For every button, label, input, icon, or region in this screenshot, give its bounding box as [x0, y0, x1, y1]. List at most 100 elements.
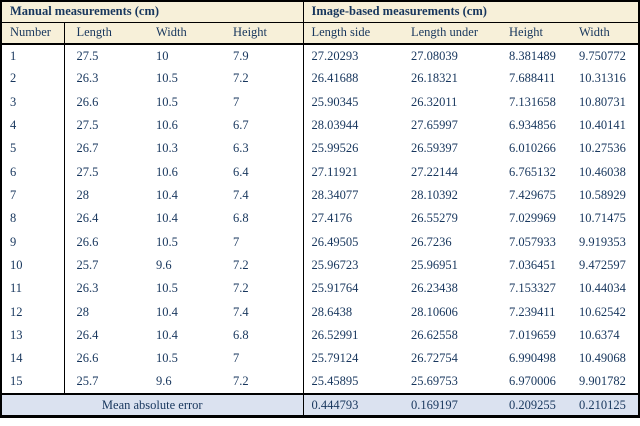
table-cell: 25.96723 [302, 253, 403, 278]
table-cell: 10 [10, 258, 23, 273]
table-cell: 26.72754 [411, 351, 458, 366]
table-cell: 27.20293 [302, 44, 403, 68]
table-cell: 10.6 [156, 164, 178, 179]
table-cell: 26.3 [63, 277, 144, 301]
table-cell: 7.2 [233, 374, 249, 389]
table-cell: 7.029969 [509, 211, 556, 226]
table-cell: 10.5 [156, 94, 178, 109]
table-body: 1 27.5 10 7.9 27.20293 27.08039 8.381489 9.7507… [1, 44, 639, 394]
table-cell: 6.7 [233, 118, 249, 133]
table-cell: 26.3 [63, 67, 144, 91]
table-cell: 28 [63, 183, 144, 208]
table-cell: 7.4 [233, 304, 249, 319]
table-cell: 9.6 [156, 258, 172, 273]
table-row: 11 26.3 10.5 7.2 25.91764 26.23438 7.153327 10.… [1, 277, 639, 301]
table-cell: 26.6 [63, 230, 144, 254]
table-cell: 13 [10, 328, 23, 343]
table-cell: 7 [233, 351, 240, 366]
column-header-length-side: Length side [302, 22, 403, 45]
table-cell: 6.990498 [509, 351, 556, 366]
table-cell: 10.5 [156, 234, 178, 249]
table-cell: 6.970006 [509, 374, 556, 389]
table-cell: 10.4 [156, 304, 178, 319]
table-cell: 8.381489 [509, 48, 556, 63]
table-cell: 27.5 [63, 113, 144, 138]
column-header-width: Width [144, 22, 221, 45]
table-cell: 26.32011 [411, 94, 458, 109]
table-cell: 9.750772 [579, 48, 626, 63]
table-cell: 10.5 [156, 281, 178, 296]
table-cell: 28.10392 [411, 188, 458, 203]
mae-value-height: 0.209255 [501, 392, 571, 417]
table-cell: 27.08039 [411, 48, 458, 63]
table-cell: 12 [10, 304, 23, 319]
table-cell: 3 [10, 94, 17, 109]
table-cell: 7.688411 [509, 71, 556, 86]
table-cell: 5 [10, 141, 17, 156]
table-cell: 7.153327 [509, 281, 556, 296]
table-cell: 26.59397 [411, 141, 458, 156]
table-row: 13 26.4 10.4 6.8 26.52991 26.62558 7.019659 10.… [1, 323, 639, 348]
column-header-image-width: Width [571, 22, 639, 45]
table-cell: 27.65997 [411, 118, 458, 133]
table-cell: 27.5 [63, 44, 144, 68]
table-cell: 9.901782 [579, 374, 626, 389]
table-cell: 10.6374 [579, 328, 620, 343]
table-row: 10 25.7 9.6 7.2 25.96723 25.96951 7.036451 9.47… [1, 253, 639, 278]
table-cell: 10.4 [156, 328, 178, 343]
table-cell: 9.919353 [579, 234, 626, 249]
table-row: 14 26.6 10.5 7 25.79124 26.72754 6.990498 10.49… [1, 347, 639, 371]
table-cell: 6.765132 [509, 164, 556, 179]
table-cell: 7.239411 [509, 304, 556, 319]
table-cell: 10.5 [156, 71, 178, 86]
table-cell: 26.55279 [411, 211, 458, 226]
table-cell: 26.7236 [411, 234, 452, 249]
table-row: 2 26.3 10.5 7.2 26.41688 26.18321 7.688411 10.3… [1, 67, 639, 91]
table-row: 5 26.7 10.3 6.3 25.99526 26.59397 6.010266 10.2… [1, 137, 639, 161]
column-header-image-height: Height [501, 22, 571, 45]
table-cell: 26.41688 [302, 67, 403, 91]
table-cell: 7.036451 [509, 258, 556, 273]
table-cell: 10.44034 [579, 281, 626, 296]
table-cell: 7.2 [233, 281, 249, 296]
table-cell: 28.03944 [302, 113, 403, 138]
table-cell: 28.10606 [411, 304, 458, 319]
table-cell: 8 [10, 211, 17, 226]
table-cell: 7.057933 [509, 234, 556, 249]
table-cell: 26.49505 [302, 230, 403, 254]
table-cell: 26.4 [63, 323, 144, 348]
table-cell: 10.5 [156, 351, 178, 366]
table-cell: 9 [10, 234, 17, 249]
section-title-manual: Manual measurements (cm) [1, 1, 303, 23]
column-header-number: Number [1, 22, 64, 45]
table-cell: 25.99526 [302, 137, 403, 161]
table-row: 12 28 10.4 7.4 28.6438 28.10606 7.239411 10.625… [1, 300, 639, 324]
table-row: 15 25.7 9.6 7.2 25.45895 25.69753 6.970006 9.90… [1, 370, 639, 394]
table-cell: 7.2 [233, 71, 249, 86]
column-header-height: Height [221, 22, 303, 45]
mae-value-length-under: 0.169197 [403, 392, 501, 417]
mean-absolute-error-label: Mean absolute error [1, 392, 303, 417]
table-cell: 7 [233, 94, 240, 109]
mae-value-length-side: 0.444793 [302, 392, 403, 417]
table-cell: 26.4 [63, 207, 144, 231]
table-cell: 6.8 [233, 328, 249, 343]
table-cell: 27.4176 [302, 207, 403, 231]
table-cell: 2 [10, 71, 17, 86]
table-cell: 4 [10, 118, 17, 133]
table-cell: 26.6 [63, 90, 144, 114]
table-cell: 6.4 [233, 164, 249, 179]
table-cell: 9.472597 [579, 258, 626, 273]
table-cell: 10.4 [156, 211, 178, 226]
table-cell: 26.7 [63, 137, 144, 161]
table-cell: 7.131658 [509, 94, 556, 109]
table-cell: 7.2 [233, 258, 249, 273]
column-header-length: Length [63, 22, 144, 45]
table-cell: 25.45895 [302, 370, 403, 394]
table-cell: 25.96951 [411, 258, 458, 273]
table-cell: 10.80731 [579, 94, 626, 109]
table-cell: 25.69753 [411, 374, 458, 389]
table-cell: 26.18321 [411, 71, 458, 86]
table-cell: 27.11921 [302, 160, 403, 184]
